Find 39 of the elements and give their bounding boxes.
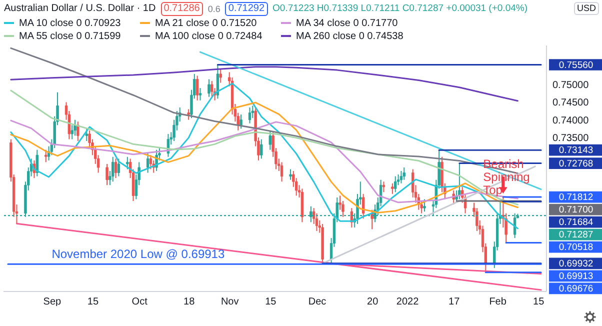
legend-label: MA 260 close 0 0.74538: [296, 31, 404, 42]
x-tick-label: Feb: [489, 296, 507, 308]
legend-label: MA 21 close 0 0.71520: [155, 18, 258, 29]
x-tick-label: 17: [448, 296, 460, 308]
data-label: 0.71684: [558, 217, 594, 228]
x-tick-label: 15: [87, 296, 99, 308]
data-label: 0.70518: [558, 242, 594, 254]
data-label: 0.71700: [558, 204, 594, 216]
legend-label: MA 55 close 0 0.71599: [19, 31, 122, 42]
data-label: 0.73143: [558, 145, 594, 156]
y-tick-label: 0.74500: [552, 98, 590, 109]
text: 0.71292: [225, 2, 268, 16]
x-tick-label: Oct: [132, 296, 148, 308]
text: 0.6: [208, 4, 220, 14]
text: 0.71286: [160, 2, 203, 16]
text: USD: [574, 2, 599, 15]
x-tick-label: 15: [265, 296, 277, 308]
data-label: 0.69932: [558, 258, 594, 270]
ref-line-label: 0.71287: [558, 230, 594, 241]
chart-subtitle: O0.71223 H0.71339 L0.71211 C0.71287 +0.00031 (+0.04%): [272, 3, 528, 14]
data-label: 0.69676: [558, 283, 594, 294]
legend-label: MA 100 close 0 0.72484: [155, 31, 263, 42]
y-tick-label: 0.74000: [552, 115, 590, 126]
legend-label: MA 34 close 0 0.71770: [296, 18, 398, 29]
x-tick-label: Dec: [308, 296, 326, 308]
x-tick-label: 15: [533, 296, 545, 308]
legend-label: MA 10 close 0 0.70923: [19, 18, 122, 29]
y-tick-label: 0.75000: [552, 80, 590, 92]
data-label: 0.71812: [558, 192, 594, 204]
annotation: November 2020 Low @ 0.69913: [52, 247, 225, 262]
x-tick-label: Nov: [220, 296, 239, 308]
x-tick-label: 2022: [396, 296, 420, 308]
data-label: 0.72768: [558, 158, 594, 170]
x-tick-label: 18: [184, 296, 196, 308]
data-label: 0.75560: [558, 60, 594, 71]
chart-title: Australian Dollar / U.S. Dollar · 1D: [4, 3, 156, 14]
data-label: 0.69913: [558, 270, 594, 282]
y-tick-label: 0.73500: [552, 132, 590, 144]
x-tick-label: 20: [367, 296, 379, 308]
